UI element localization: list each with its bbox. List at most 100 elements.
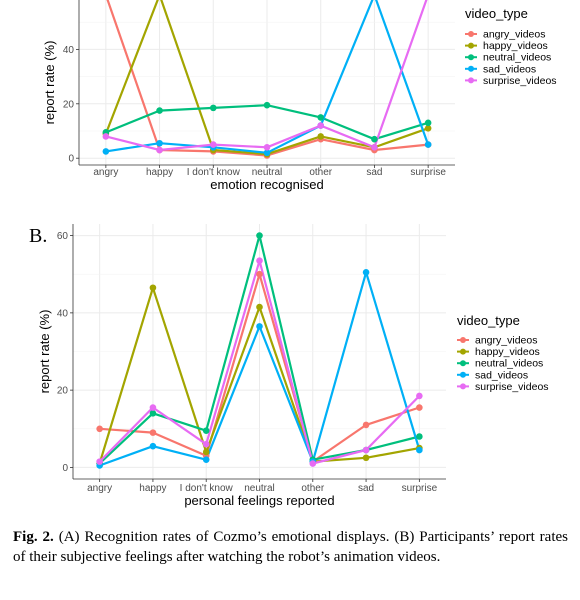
data-point-neutral_videos: [156, 107, 163, 114]
data-point-happy_videos: [362, 454, 370, 462]
legend-key-point: [460, 337, 466, 343]
x-axis-label: personal feelings reported: [184, 493, 334, 508]
legend-key-point: [460, 360, 466, 367]
data-point-happy_videos: [424, 124, 432, 132]
data-point-neutral_videos: [424, 119, 432, 127]
y-tick-label: 20: [63, 99, 75, 110]
legend-title: video_type: [457, 313, 520, 328]
data-point-neutral_videos: [202, 427, 210, 435]
data-point-surprise_videos: [96, 458, 103, 465]
x-tick-label: surprise: [410, 167, 446, 178]
data-point-neutral_videos: [416, 433, 423, 440]
data-point-angry_videos: [256, 270, 263, 278]
caption-label: Fig. 2.: [13, 529, 54, 545]
data-point-surprise_videos: [209, 141, 217, 148]
data-point-neutral_videos: [371, 135, 378, 143]
legend-key-point: [460, 348, 466, 355]
legend-label: surprise_videos: [483, 75, 557, 87]
data-point-happy_videos: [256, 303, 263, 311]
legend-label: sad_videos: [475, 369, 528, 381]
panel-letter: B.: [29, 225, 47, 247]
figure-caption: Fig. 2. (A) Recognition rates of Cozmo’s…: [13, 527, 568, 567]
legend-key-point: [468, 77, 474, 84]
data-point-sad_videos: [263, 149, 271, 157]
y-axis-label: report rate (%): [42, 41, 57, 125]
x-tick-label: other: [309, 167, 332, 178]
x-tick-label: angry: [93, 167, 118, 178]
data-point-surprise_videos: [256, 257, 263, 265]
y-tick-label: 40: [63, 45, 75, 56]
data-point-surprise_videos: [416, 392, 423, 400]
figure: 0 20 40 angry happy I don't know neutral other s…: [29, 0, 557, 508]
y-axis-label: report rate (%): [37, 310, 52, 394]
data-point-happy_videos: [202, 448, 210, 456]
legend-key-point: [468, 42, 474, 49]
legend-key-point: [460, 371, 466, 378]
legend-label: angry_videos: [475, 335, 537, 347]
legend: video_type angry_videoshappy_videosneutra…: [457, 313, 549, 393]
data-point-neutral_videos: [209, 104, 217, 112]
data-point-sad_videos: [149, 442, 157, 450]
data-point-neutral_videos: [317, 114, 325, 121]
chart-panel-b: 0 20 40 60 angry happy I don't know neutral othe…: [29, 224, 549, 508]
x-tick-label: angry: [87, 483, 112, 494]
data-point-neutral_videos: [256, 232, 263, 239]
legend-label: angry_videos: [483, 29, 545, 41]
y-tick-label: 0: [62, 463, 68, 474]
legend: video_type angry_videoshappy_videosneutra…: [465, 6, 557, 87]
data-point-angry_videos: [149, 429, 157, 436]
x-axis-label: emotion recognised: [210, 177, 323, 192]
data-point-sad_videos: [256, 323, 263, 330]
data-point-surprise_videos: [317, 122, 325, 129]
legend-key-point: [468, 54, 474, 61]
legend-label: surprise_videos: [475, 381, 549, 393]
legend-label: neutral_videos: [475, 358, 543, 370]
data-point-neutral_videos: [149, 410, 157, 417]
x-tick-label: I don't know: [187, 167, 241, 178]
data-point-sad_videos: [416, 446, 423, 454]
x-tick-label: other: [301, 483, 324, 494]
data-point-angry_videos: [362, 421, 370, 429]
x-tick-label: surprise: [402, 483, 438, 494]
data-point-happy_videos: [149, 284, 157, 292]
data-point-sad_videos: [202, 456, 210, 463]
y-tick-label: 20: [57, 386, 69, 397]
data-point-neutral_videos: [263, 101, 271, 109]
data-point-sad_videos: [102, 148, 110, 155]
series-group: [102, 0, 432, 159]
x-tick-label: happy: [146, 167, 173, 178]
x-tick-label: sad: [366, 167, 382, 178]
x-tick-label: sad: [358, 483, 374, 494]
data-point-surprise_videos: [149, 404, 157, 411]
legend-label: neutral_videos: [483, 52, 551, 64]
chart-panel-a: 0 20 40 angry happy I don't know neutral other s…: [42, 0, 557, 192]
data-point-surprise_videos: [371, 144, 378, 151]
x-tick-label: neutral: [252, 167, 283, 178]
series-group: [96, 232, 423, 469]
legend-key-point: [468, 65, 474, 72]
data-point-surprise_videos: [309, 460, 317, 467]
legend-key-point: [468, 31, 474, 37]
caption-text: (A) Recognition rates of Cozmo’s emotion…: [13, 529, 568, 565]
y-tick-label: 60: [57, 231, 69, 242]
legend-label: sad_videos: [483, 63, 536, 75]
data-point-surprise_videos: [263, 144, 271, 151]
legend-label: happy_videos: [483, 40, 548, 52]
legend-key-point: [460, 383, 466, 390]
legend-title: video_type: [465, 6, 528, 21]
legend-label: happy_videos: [475, 346, 540, 358]
data-point-happy_videos: [317, 133, 325, 140]
data-point-surprise_videos: [156, 146, 163, 154]
data-point-sad_videos: [156, 139, 163, 147]
x-tick-label: happy: [139, 483, 166, 494]
data-point-sad_videos: [362, 268, 370, 276]
data-point-angry_videos: [96, 425, 103, 433]
data-point-angry_videos: [416, 404, 423, 411]
data-point-surprise_videos: [102, 133, 110, 140]
data-point-surprise_videos: [362, 446, 370, 454]
y-tick-label: 0: [68, 154, 74, 165]
data-point-sad_videos: [424, 141, 432, 148]
x-tick-label: I don't know: [180, 483, 234, 494]
y-tick-label: 40: [57, 308, 69, 319]
x-tick-label: neutral: [244, 483, 275, 494]
